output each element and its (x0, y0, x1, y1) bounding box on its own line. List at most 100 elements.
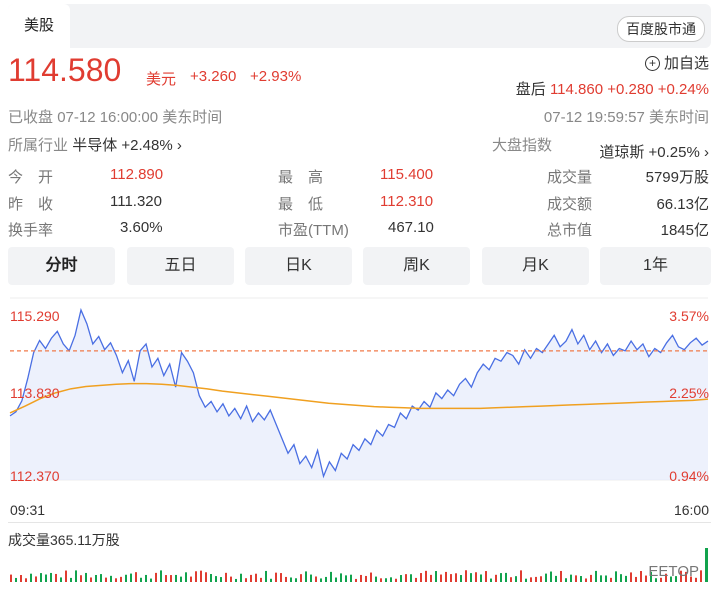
tab-one-year[interactable]: 1年 (600, 247, 711, 285)
volume-bar (85, 572, 87, 582)
volume-bar (685, 571, 687, 582)
stat-prev-value: 111.320 (110, 193, 162, 210)
volume-bar (680, 570, 682, 582)
volume-bar (195, 571, 197, 582)
after-hours-change: +0.280 (607, 81, 654, 98)
volume-bar (365, 575, 367, 582)
baidu-stock-connect-badge[interactable]: 百度股市通 (617, 16, 705, 42)
volume-bar (345, 575, 347, 582)
tab-five-day[interactable]: 五日 (127, 247, 234, 285)
volume-bar (235, 578, 237, 582)
volume-bar (115, 578, 117, 582)
volume-bar (470, 573, 472, 582)
volume-bar (640, 571, 642, 582)
volume-bar (135, 572, 137, 582)
volume-bar (570, 574, 572, 582)
price-currency: 美元 (146, 71, 177, 88)
volume-bar (485, 571, 487, 582)
index-label: 大盘指数 (492, 137, 553, 154)
after-hours-time: 07-12 19:59:57 美东时间 (544, 106, 709, 127)
volume-bar (260, 577, 262, 582)
volume-bar (125, 574, 127, 582)
volume-bar (385, 578, 387, 582)
volume-bar (325, 576, 327, 582)
plus-circle-icon: + (644, 56, 660, 71)
volume-bar (675, 576, 677, 582)
stat-high-label: 最 高 (278, 169, 324, 186)
volume-bar (655, 578, 657, 582)
volume-bar (285, 576, 287, 582)
volume-bar (120, 576, 122, 582)
volume-bar (95, 574, 97, 582)
volume-bar (695, 577, 697, 582)
volume-bar (155, 572, 157, 582)
after-hours-percent: +0.24% (657, 81, 709, 98)
volume-bar (130, 573, 132, 582)
closed-time: 07-12 16:00:00 (57, 109, 159, 126)
x-axis-start: 09:31 (10, 502, 46, 518)
current-price: 114.580 (8, 52, 122, 88)
volume-bar (255, 573, 257, 582)
index-percent: +0.25% (648, 144, 700, 161)
volume-bar (565, 578, 567, 582)
price-area-fill (10, 310, 708, 480)
volume-bar (645, 575, 647, 582)
volume-bar (375, 576, 377, 582)
volume-bar (145, 574, 147, 582)
chevron-right-icon: › (704, 144, 709, 161)
tab-us-stocks[interactable]: 美股 (8, 4, 70, 48)
volume-bar (560, 570, 562, 582)
chevron-right-icon: › (176, 137, 182, 154)
stat-pe-value: 467.10 (388, 219, 434, 236)
y-axis-mid: 113.830 (10, 385, 60, 401)
volume-bar (170, 575, 172, 582)
volume-label: 成交量365.11万股 (8, 532, 120, 548)
volume-bar (590, 574, 592, 582)
volume-bar (370, 572, 372, 582)
volume-bar (460, 575, 462, 582)
volume-bar (605, 575, 607, 582)
volume-bar (615, 571, 617, 582)
stat-amount-label: 成交额 (547, 196, 593, 213)
volume-bar (100, 574, 102, 582)
index-link[interactable]: 道琼斯 +0.25% › (599, 141, 709, 162)
tab-weekly-k[interactable]: 周K (363, 247, 470, 285)
volume-bar (60, 577, 62, 582)
volume-bar (395, 578, 397, 582)
tab-daily-k[interactable]: 日K (245, 247, 352, 285)
market-tab-bar (8, 4, 711, 48)
volume-bar (690, 576, 692, 582)
volume-bar (290, 577, 292, 582)
industry-percent: +2.48% (121, 137, 173, 154)
volume-bar (425, 570, 427, 582)
y-axis-bottom: 112.370 (10, 468, 60, 484)
volume-bar (595, 570, 597, 582)
price-change-percent: +2.93% (250, 68, 302, 85)
tab-intraday[interactable]: 分时 (8, 247, 115, 285)
add-watchlist-button[interactable]: + 加自选 (644, 52, 709, 73)
volume-bar (180, 576, 182, 582)
tab-monthly-k[interactable]: 月K (482, 247, 589, 285)
volume-bar (150, 578, 152, 582)
volume-bar (520, 570, 522, 582)
volume-bar (295, 578, 297, 582)
volume-bar (660, 577, 662, 582)
after-hours-quote: 盘后 114.860 +0.280 +0.24% (516, 78, 709, 99)
volume-bar (625, 575, 627, 582)
volume-bar (705, 548, 708, 582)
volume-bar (220, 577, 222, 582)
industry-name: 半导体 (72, 137, 118, 154)
volume-bar (575, 575, 577, 582)
volume-bar (535, 576, 537, 582)
add-watchlist-label: 加自选 (663, 55, 709, 72)
volume-bar (165, 575, 167, 582)
industry-link[interactable]: 所属行业 半导体 +2.48% › (8, 134, 182, 155)
stat-turnover-label: 换手率 (8, 222, 54, 239)
stat-high-value: 115.400 (380, 166, 434, 183)
volume-bar (330, 571, 332, 582)
volume-bar (665, 573, 667, 582)
stat-open-value: 112.890 (110, 166, 164, 183)
volume-bar (380, 578, 382, 582)
volume-bar (585, 578, 587, 582)
intraday-chart[interactable] (0, 290, 719, 500)
